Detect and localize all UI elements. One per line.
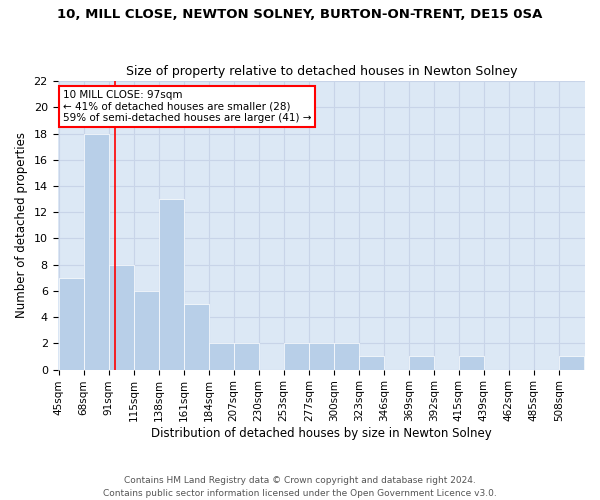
Text: 10, MILL CLOSE, NEWTON SOLNEY, BURTON-ON-TRENT, DE15 0SA: 10, MILL CLOSE, NEWTON SOLNEY, BURTON-ON… [58,8,542,20]
Bar [334,344,359,369]
Bar [359,356,384,370]
Bar [309,344,334,369]
Bar [109,264,134,370]
Bar [59,278,83,370]
Bar [134,291,158,370]
X-axis label: Distribution of detached houses by size in Newton Solney: Distribution of detached houses by size … [151,427,491,440]
Text: 10 MILL CLOSE: 97sqm
← 41% of detached houses are smaller (28)
59% of semi-detac: 10 MILL CLOSE: 97sqm ← 41% of detached h… [63,90,311,123]
Bar [409,356,434,370]
Text: Contains HM Land Registry data © Crown copyright and database right 2024.
Contai: Contains HM Land Registry data © Crown c… [103,476,497,498]
Title: Size of property relative to detached houses in Newton Solney: Size of property relative to detached ho… [125,66,517,78]
Bar [83,134,109,370]
Bar [559,356,584,370]
Bar [284,344,309,369]
Bar [209,344,234,369]
Bar [158,199,184,370]
Bar [184,304,209,370]
Bar [234,344,259,369]
Y-axis label: Number of detached properties: Number of detached properties [15,132,28,318]
Bar [459,356,484,370]
